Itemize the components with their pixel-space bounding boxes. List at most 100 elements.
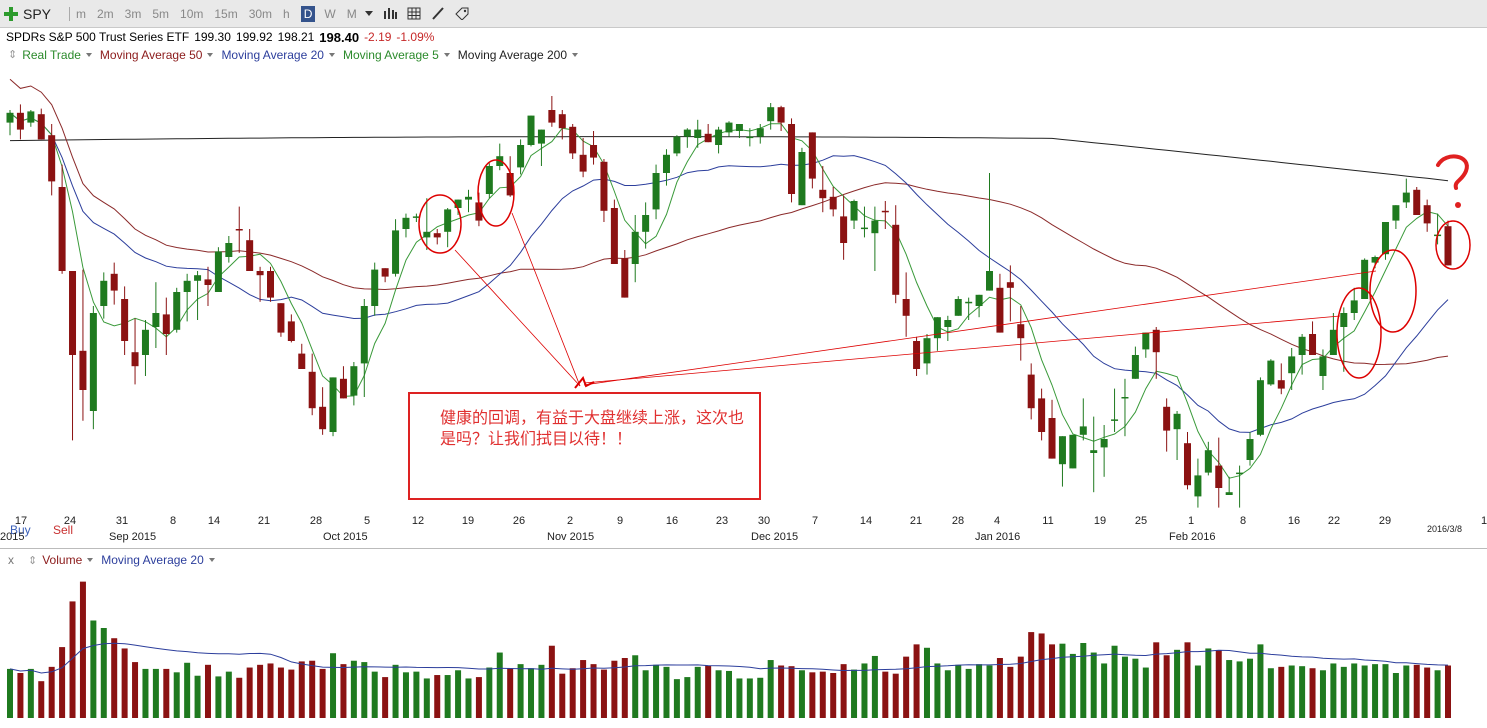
volume-bar (1028, 632, 1035, 718)
low-value: 198.21 (277, 30, 315, 44)
candle (1173, 411, 1181, 460)
timeframe-2m[interactable]: 2m (97, 6, 114, 21)
candle (808, 132, 816, 189)
indicator-ma200[interactable]: Moving Average 200 (458, 48, 578, 62)
ma20-line (9, 112, 1449, 433)
toolbar-divider (69, 6, 70, 21)
candle (246, 229, 254, 271)
candle-body (1277, 380, 1285, 389)
annotation-text: 健康的回调，有益于大盘继续上涨，这次也是吗？让我们拭目以待！！ (440, 410, 745, 448)
dropdown-arrow-icon[interactable] (443, 52, 450, 57)
timeframe-3m[interactable]: 3m (124, 6, 142, 21)
candle-body (319, 406, 327, 430)
candle-body (923, 338, 931, 364)
candle (1392, 205, 1400, 229)
volume-bar (548, 645, 555, 718)
candle (392, 219, 400, 277)
timeframe-30m[interactable]: 30m (248, 6, 273, 21)
add-symbol-icon[interactable] (4, 6, 18, 21)
timeframe-week[interactable]: W (324, 6, 336, 21)
dropdown-arrow-icon[interactable] (208, 558, 215, 562)
timeframe-hour[interactable]: h (283, 6, 290, 21)
date-tick-label: 19 (461, 515, 475, 527)
indicator-ma50[interactable]: Moving Average 50 (100, 48, 214, 62)
candle (965, 297, 973, 320)
volume-bar (1361, 665, 1368, 718)
volume-bar (17, 673, 24, 718)
volume-ma-indicator[interactable]: Moving Average 20 (101, 553, 215, 567)
highlight-ellipse (1369, 249, 1417, 333)
timeframe-15m[interactable]: 15m (214, 6, 238, 21)
buy-button[interactable]: Buy (10, 523, 31, 537)
date-tick-label: 21 (909, 515, 923, 527)
volume-bar (1413, 664, 1420, 718)
candle-body (1048, 418, 1056, 459)
dropdown-arrow-icon[interactable] (85, 52, 92, 57)
candle-body (246, 240, 254, 271)
candle-body (58, 187, 66, 271)
indicator-ma20[interactable]: Moving Average 20 (221, 48, 335, 62)
candle (58, 164, 66, 274)
timeframe-month[interactable]: M (346, 6, 357, 21)
caret-down-icon[interactable] (364, 11, 373, 16)
sell-button[interactable]: Sell (53, 523, 74, 537)
dropdown-arrow-icon[interactable] (87, 558, 94, 562)
volume-bar (1184, 642, 1191, 718)
symbol-label[interactable]: SPY (23, 5, 52, 22)
candle-body (1173, 413, 1181, 430)
dropdown-arrow-icon[interactable] (207, 52, 214, 57)
candle (662, 149, 670, 186)
candle-body (360, 306, 368, 364)
date-tick-label: 25 (1134, 515, 1148, 527)
timeframe-1m[interactable]: m (76, 6, 86, 21)
indicator-ma5[interactable]: Moving Average 5 (343, 48, 450, 62)
volume-bar (1142, 667, 1149, 718)
candle (1069, 434, 1077, 469)
indicator-label: Real Trade (22, 47, 81, 62)
price-chart[interactable]: ? (0, 63, 1487, 510)
candle-body (954, 299, 962, 316)
volume-bar (1319, 670, 1326, 718)
volume-bar (621, 658, 628, 718)
bar-style-icon[interactable] (383, 7, 397, 20)
volume-bar (277, 667, 284, 718)
candle-body (1183, 443, 1191, 486)
volume-bar (330, 653, 337, 718)
candle (162, 297, 170, 355)
candle (329, 377, 337, 437)
dropdown-arrow-icon[interactable] (572, 52, 578, 57)
volume-bar (225, 671, 232, 718)
candle-body (287, 321, 295, 341)
arrow-line (511, 212, 581, 387)
candle (767, 103, 775, 130)
table-icon[interactable] (407, 7, 421, 20)
indicator-real-trade[interactable]: Real Trade (22, 48, 92, 62)
volume-indicator[interactable]: Volume (42, 553, 94, 567)
panel-divider[interactable] (0, 548, 1487, 549)
volume-bar (1101, 663, 1108, 718)
candle (788, 118, 796, 203)
drag-handle-icon[interactable]: ⇕ (8, 49, 18, 61)
timeframe-10m[interactable]: 10m (180, 6, 204, 21)
timeframe-5m[interactable]: 5m (152, 6, 170, 21)
volume-bar (1080, 643, 1087, 718)
volume-bar (132, 662, 139, 718)
candle-body (600, 161, 608, 211)
volume-bar (705, 665, 712, 718)
drag-handle-icon[interactable]: ⇕ (28, 554, 38, 567)
candle (704, 124, 712, 143)
draw-pencil-icon[interactable] (431, 7, 445, 20)
candle (746, 128, 754, 147)
candle-body (860, 227, 868, 230)
volume-bar (809, 672, 816, 718)
timeframe-day[interactable]: D (300, 5, 316, 22)
volume-bar (882, 671, 889, 718)
candle-body (204, 279, 212, 285)
close-panel-button[interactable]: x (8, 553, 14, 567)
dropdown-arrow-icon[interactable] (328, 52, 335, 57)
candle-body (1413, 189, 1421, 215)
tag-icon[interactable] (455, 7, 469, 20)
candle-body (173, 292, 181, 330)
candle-body (662, 154, 670, 173)
volume-chart[interactable] (0, 568, 1487, 728)
